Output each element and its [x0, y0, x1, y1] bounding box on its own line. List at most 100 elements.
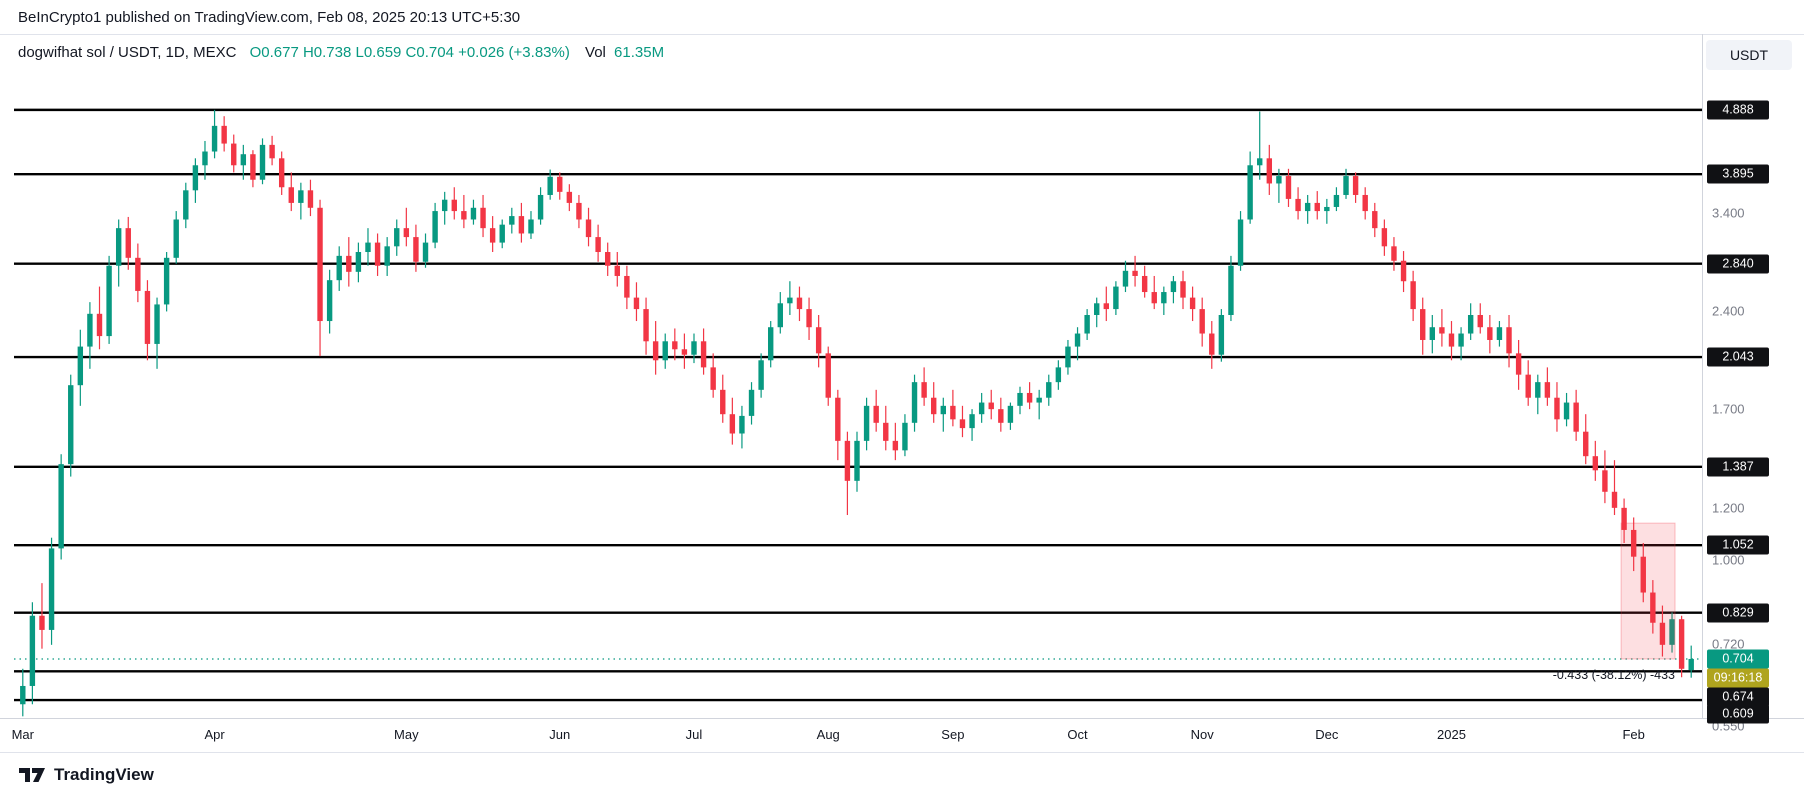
time-axis-label: Dec — [1315, 727, 1339, 742]
candle-body — [576, 202, 582, 220]
price-level-label[interactable]: 3.895 — [1707, 164, 1769, 184]
price-level-label[interactable]: 1.052 — [1707, 535, 1769, 555]
candle-body — [489, 228, 496, 243]
candle-body — [604, 252, 611, 266]
candle-body — [355, 252, 362, 272]
candle-body — [729, 414, 736, 434]
candle-body — [1218, 315, 1225, 355]
candle-body — [614, 265, 620, 276]
price-axis-tick: 1.000 — [1712, 552, 1745, 567]
candle-body — [959, 419, 966, 429]
candle-body — [1276, 176, 1282, 184]
candle-body — [528, 219, 534, 234]
price-level-label[interactable]: 0.829 — [1707, 603, 1769, 623]
candle-body — [547, 176, 553, 195]
volume-value: 61.35M — [614, 44, 665, 61]
candle-body — [1640, 556, 1646, 593]
candle-body — [365, 242, 371, 253]
currency-toggle-button[interactable]: USDT — [1706, 40, 1792, 70]
candle-body — [480, 207, 486, 229]
candle-body — [844, 440, 851, 481]
time-axis-label: Sep — [941, 727, 965, 742]
price-level-label[interactable]: 2.840 — [1707, 254, 1769, 274]
volume-label: Vol — [585, 44, 606, 61]
price-level-label[interactable]: 4.888 — [1707, 100, 1769, 120]
candle-body — [1688, 658, 1694, 671]
candle-body — [595, 237, 601, 253]
candle-body — [796, 297, 803, 310]
candle-body — [1026, 392, 1033, 403]
candle-body — [1209, 333, 1215, 355]
candle-body — [278, 158, 285, 188]
candle-body — [1583, 431, 1589, 457]
candle-body — [940, 405, 946, 415]
candle-body — [106, 265, 112, 337]
measure-box[interactable] — [1620, 522, 1676, 660]
time-axis-label: Feb — [1622, 727, 1645, 742]
candle-body — [1132, 270, 1138, 276]
candle-body — [374, 242, 381, 266]
candle-body — [988, 402, 994, 410]
time-axis-label: Jul — [685, 727, 703, 742]
symbol-title[interactable]: dogwifhat sol / USDT, 1D, MEXC — [18, 44, 237, 61]
candle-body — [768, 327, 774, 361]
current-price-label[interactable]: 0.704 — [1707, 649, 1769, 669]
candle-body — [1352, 176, 1359, 195]
candle-body — [422, 242, 429, 262]
candle-body — [259, 144, 266, 180]
candle-body — [394, 228, 400, 247]
candle-body — [68, 385, 74, 465]
candle-body — [672, 341, 678, 350]
time-axis-label: Nov — [1190, 727, 1214, 742]
candle-body — [691, 341, 697, 355]
candle-body — [1343, 176, 1349, 195]
price-level-label[interactable]: 1.387 — [1707, 457, 1769, 477]
candle-body — [1007, 405, 1014, 423]
candle-body — [1055, 367, 1062, 383]
candle-body — [921, 382, 927, 398]
candle-body — [1084, 315, 1090, 334]
price-level-label[interactable]: 2.043 — [1707, 347, 1769, 367]
time-axis-label: Aug — [816, 727, 840, 742]
candle-body — [1410, 281, 1416, 310]
ohlc-values: O0.677 H0.738 L0.659 C0.704 +0.026 (+3.8… — [249, 44, 570, 61]
candle-body — [883, 422, 889, 441]
candle-body — [125, 228, 131, 258]
candle-body — [566, 191, 573, 203]
price-level-label[interactable]: 0.609 — [1707, 704, 1769, 724]
price-axis-tick: 1.200 — [1712, 500, 1745, 516]
time-axis-label: 2025 — [1437, 727, 1466, 742]
candle-body — [87, 313, 93, 347]
price-level-label[interactable]: 0.674 — [1707, 687, 1769, 707]
candle-body — [48, 548, 55, 630]
candle-body — [163, 257, 170, 305]
candle-body — [240, 154, 247, 166]
candle-body — [787, 297, 793, 304]
candle-body — [777, 303, 783, 328]
candle-body — [192, 165, 199, 191]
candle-body — [221, 125, 227, 144]
candle-body — [633, 297, 640, 310]
candle-body — [298, 190, 304, 203]
candle-body — [854, 440, 860, 481]
candle-body — [902, 422, 908, 451]
candle-body — [115, 228, 122, 266]
candle-body — [950, 405, 956, 420]
candle-body — [1304, 202, 1311, 212]
tradingview-brand-link[interactable]: TradingView — [18, 764, 1804, 786]
candle-body — [470, 207, 477, 220]
candle-body — [873, 405, 879, 423]
price-axis-tick: 0.720 — [1712, 636, 1745, 652]
candle-body — [269, 144, 275, 159]
tradingview-brand-text[interactable]: TradingView — [54, 765, 154, 784]
candle-body — [1659, 622, 1666, 645]
candle-body — [1592, 456, 1599, 471]
candle-body — [509, 216, 515, 225]
candle-body — [911, 382, 918, 423]
candle-body — [1295, 198, 1301, 212]
tradingview-logo-icon[interactable] — [18, 764, 46, 786]
time-axis-label: Apr — [204, 727, 225, 742]
candle-body — [1487, 327, 1493, 340]
